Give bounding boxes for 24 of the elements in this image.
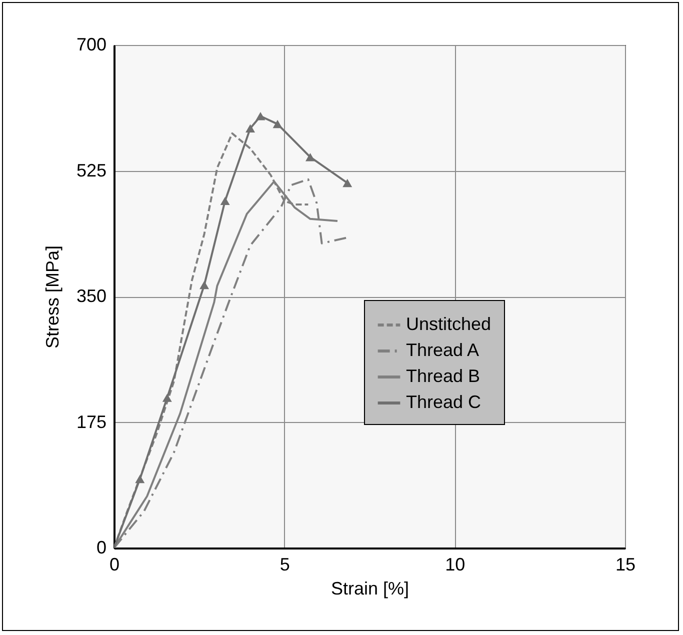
point xyxy=(200,280,210,290)
x-tick-label: 5 xyxy=(280,554,290,574)
point xyxy=(305,152,315,162)
y-tick-label: 175 xyxy=(76,412,106,432)
y-tick-label: 350 xyxy=(76,286,106,306)
x-tick-label: 15 xyxy=(615,554,636,574)
legend-label: Thread C xyxy=(406,392,482,412)
point xyxy=(135,474,145,484)
legend-label: Unstitched xyxy=(406,314,492,334)
x-tick-label: 0 xyxy=(109,554,120,574)
y-tick-label: 700 xyxy=(76,34,106,54)
y-axis-title: Stress [MPa] xyxy=(42,245,62,349)
point xyxy=(256,112,266,120)
y-tick-label: 525 xyxy=(76,160,106,180)
point xyxy=(220,196,230,206)
legend-label: Thread B xyxy=(406,366,480,386)
x-axis-title: Strain [%] xyxy=(330,578,410,598)
legend-label: Thread A xyxy=(406,340,480,360)
x-tick-label: 10 xyxy=(445,554,466,574)
y-tick-label: 0 xyxy=(96,538,106,558)
point xyxy=(342,178,352,188)
point xyxy=(162,394,172,402)
point xyxy=(246,124,256,132)
point xyxy=(272,120,282,128)
